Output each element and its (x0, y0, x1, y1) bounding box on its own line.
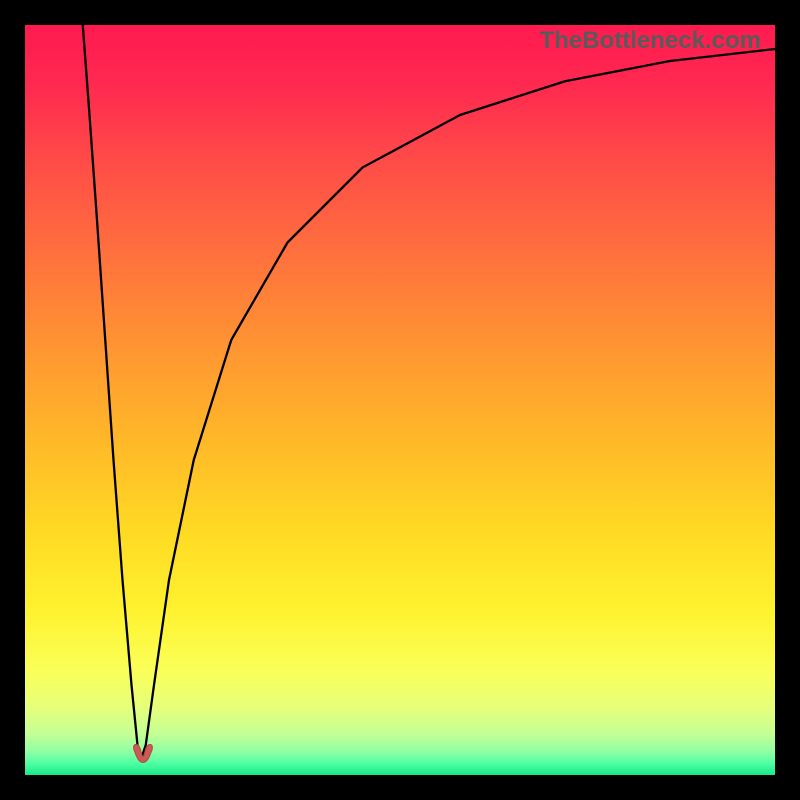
plot-area: TheBottleneck.com (25, 25, 775, 775)
curve-right-branch (141, 49, 775, 759)
cusp-marker-icon (131, 742, 155, 764)
chart-frame: TheBottleneck.com (0, 0, 800, 800)
bottleneck-curve (25, 25, 775, 775)
cusp-marker (131, 742, 155, 769)
curve-left-branch (83, 25, 142, 759)
